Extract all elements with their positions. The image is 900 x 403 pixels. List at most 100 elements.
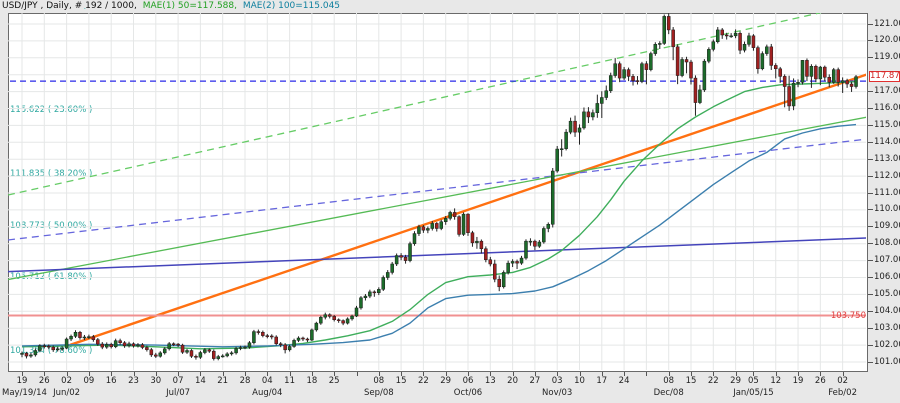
navy-flat-trendline[interactable] (8, 237, 866, 273)
x-axis-day-label: 10 (574, 376, 585, 386)
y-axis-label: 103.000 (874, 322, 900, 333)
y-axis-tick (868, 327, 873, 329)
x-axis-tick (842, 372, 844, 376)
candle-body (372, 291, 377, 294)
y-axis-label: 102.000 (874, 339, 900, 350)
y-axis-label: 108.000 (874, 238, 900, 249)
candle-body (390, 263, 394, 273)
y-axis-label: 116.000 (874, 103, 900, 113)
candle-body (653, 44, 658, 54)
x-axis-tick (820, 372, 822, 376)
y-axis-tick (868, 108, 873, 109)
candle-body (207, 349, 212, 352)
y-axis-label: 111.000 (874, 187, 900, 198)
green-dashed-channel[interactable] (8, 13, 866, 196)
y-axis-label: 109.000 (874, 221, 900, 232)
x-axis-tick (775, 372, 777, 376)
candle-body (127, 343, 131, 347)
candle-body (310, 329, 314, 341)
blue-dashed-channel[interactable] (8, 138, 866, 241)
green-solid-trendline[interactable] (8, 116, 866, 281)
x-axis-tick (713, 372, 715, 376)
x-axis-tick (423, 372, 425, 376)
candle-body (805, 60, 809, 77)
candle-body (283, 344, 287, 351)
candle-body (385, 272, 390, 278)
x-axis-day-label: 29 (440, 376, 452, 386)
x-axis-tick (200, 372, 202, 376)
candle-body (412, 233, 417, 244)
candle-body (426, 228, 430, 231)
x-axis-tick (334, 372, 336, 376)
candle-body (773, 65, 778, 70)
y-axis-label: 115.000 (874, 119, 900, 130)
candle-body (185, 350, 189, 353)
candle-body (216, 356, 220, 359)
x-axis-day-label: 08 (663, 376, 675, 386)
candle-body (475, 240, 479, 244)
candle-body (336, 319, 341, 321)
candle-body (840, 80, 845, 83)
x-axis-day-label: 12 (770, 376, 782, 386)
candle-body (33, 350, 38, 356)
x-axis-day-label: 26 (38, 376, 50, 386)
x-axis-tick (490, 372, 492, 376)
candle-body (381, 277, 386, 290)
candle-body (626, 69, 631, 77)
candle-body (827, 76, 832, 83)
candle-body (265, 335, 270, 337)
y-axis-label: 101.000 (874, 356, 900, 367)
x-axis-tick (22, 372, 23, 376)
candle-body (96, 339, 100, 345)
candle-body (488, 259, 493, 265)
y-axis-label: 121.000 (874, 18, 900, 29)
y-axis-tick (868, 23, 873, 25)
candle-body (800, 60, 805, 83)
y-axis-tick (868, 344, 873, 346)
candle-body (751, 35, 756, 48)
x-axis-day-label: 11 (284, 376, 295, 386)
ma100-line (21, 123, 857, 348)
candle-body (711, 41, 716, 50)
price-chart[interactable] (8, 13, 866, 370)
candle-body (87, 336, 91, 338)
candle-body (791, 82, 796, 107)
candle-body (104, 344, 109, 348)
x-axis-day-label: 15 (395, 376, 407, 386)
mae2-indicator-label: MAE(2) 100=115.045 (242, 1, 341, 11)
x-axis-day-label: 24 (618, 376, 630, 386)
candle-body (818, 66, 823, 80)
x-axis-month-label: Nov/03 (542, 388, 573, 398)
candle-body (417, 226, 421, 234)
candle-body (78, 332, 82, 338)
x-axis-tick (155, 372, 157, 376)
x-axis-day-label: 19 (792, 376, 804, 386)
y-axis-tick (868, 40, 873, 42)
x-axis-tick (468, 372, 469, 376)
candle-body (658, 43, 662, 45)
candle-body (452, 212, 457, 217)
x-axis-day-label: 15 (685, 376, 697, 386)
candle-body (136, 344, 140, 347)
candle-body (747, 35, 751, 45)
x-axis-day-label: 22 (707, 376, 719, 386)
y-axis-tick (868, 293, 873, 295)
candle-body (501, 272, 506, 288)
x-axis-tick (88, 372, 90, 376)
candle-body (782, 76, 787, 87)
orange-trendline[interactable] (69, 73, 866, 347)
candle-body (595, 103, 600, 113)
candles (20, 13, 858, 361)
candle-body (131, 343, 136, 347)
x-axis-day-label: 09 (83, 376, 95, 386)
candle-body (345, 318, 350, 324)
x-axis-day-label: 18 (306, 376, 318, 386)
candle-body (457, 216, 461, 235)
x-axis-day-label: 17 (596, 376, 608, 386)
candle-body (600, 97, 604, 104)
y-axis-label: 120.000 (874, 35, 900, 46)
candle-body (162, 348, 167, 354)
candle-body (113, 340, 118, 348)
candle-body (38, 345, 42, 351)
